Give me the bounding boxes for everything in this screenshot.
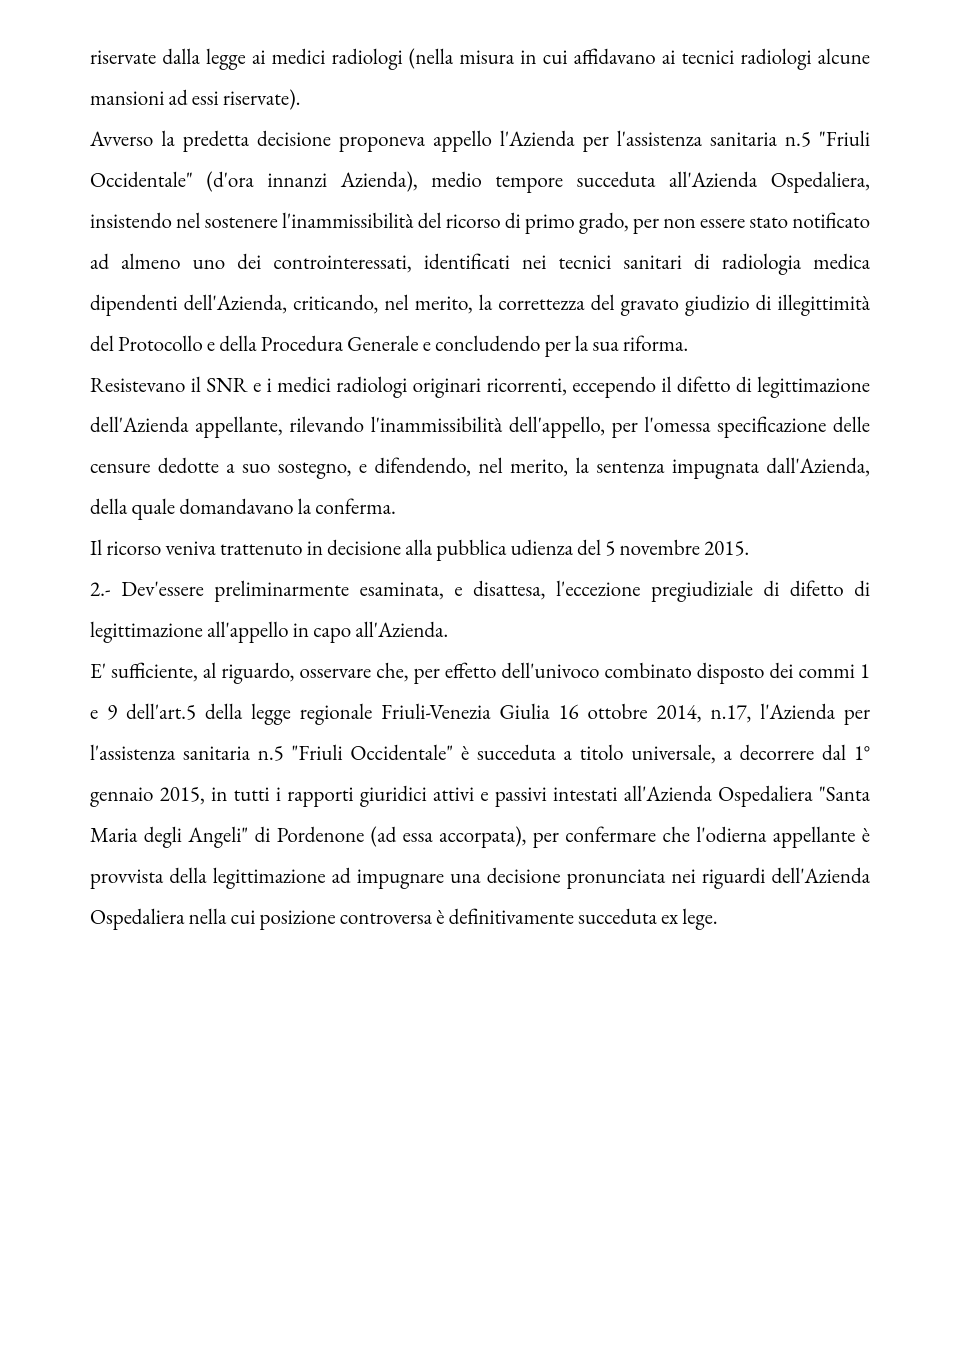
body-paragraph: E' sufficiente, al riguardo, osservare c… <box>90 652 870 939</box>
document-page: riservate dalla legge ai medici radiolog… <box>0 0 960 1371</box>
body-paragraph: riservate dalla legge ai medici radiolog… <box>90 38 870 120</box>
body-paragraph: Il ricorso veniva trattenuto in decision… <box>90 529 870 570</box>
body-paragraph: Avverso la predetta decisione proponeva … <box>90 120 870 366</box>
body-paragraph: Resistevano il SNR e i medici radiologi … <box>90 366 870 530</box>
body-paragraph: 2.- Dev'essere preliminarmente esaminata… <box>90 570 870 652</box>
